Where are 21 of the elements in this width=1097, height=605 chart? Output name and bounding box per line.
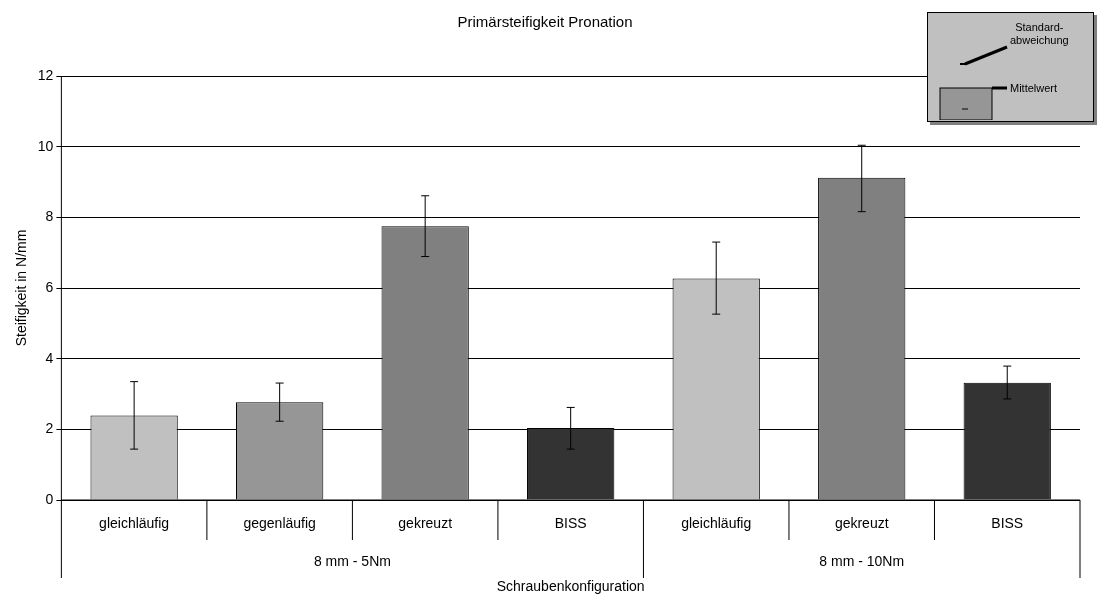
text: 8 mm - 5Nm bbox=[313, 552, 391, 569]
x-tick-label: gegenläufig bbox=[243, 515, 316, 532]
text: 8 mm - 10Nm bbox=[819, 552, 905, 569]
text: Standard- abweichung bbox=[1010, 21, 1069, 47]
x-tick-label: gleichläufig bbox=[681, 515, 752, 532]
y-axis-title: Steifigkeit in N/mm bbox=[13, 229, 30, 347]
y-tick-label: 10 bbox=[37, 137, 54, 154]
x-axis-title: Schraubenkonfiguration bbox=[496, 578, 645, 595]
y-tick-label: 8 bbox=[45, 208, 54, 225]
x-tick-label: BISS bbox=[554, 515, 587, 532]
y-tick-label: 2 bbox=[45, 420, 54, 437]
y-tick-label: 4 bbox=[45, 349, 54, 366]
x-tick-label: gekreuzt bbox=[398, 515, 453, 532]
x-tick-label: gekreuzt bbox=[834, 515, 889, 532]
y-tick-label: 0 bbox=[45, 490, 54, 507]
y-tick-label: 12 bbox=[37, 66, 54, 83]
x-tick-label: gleichläufig bbox=[99, 515, 170, 532]
x-tick-label: BISS bbox=[991, 515, 1024, 532]
y-tick-label: 6 bbox=[45, 278, 54, 295]
annotation: Mittelwert bbox=[1010, 82, 1058, 95]
chart-title: Primärsteifigkeit Pronation bbox=[457, 13, 633, 31]
